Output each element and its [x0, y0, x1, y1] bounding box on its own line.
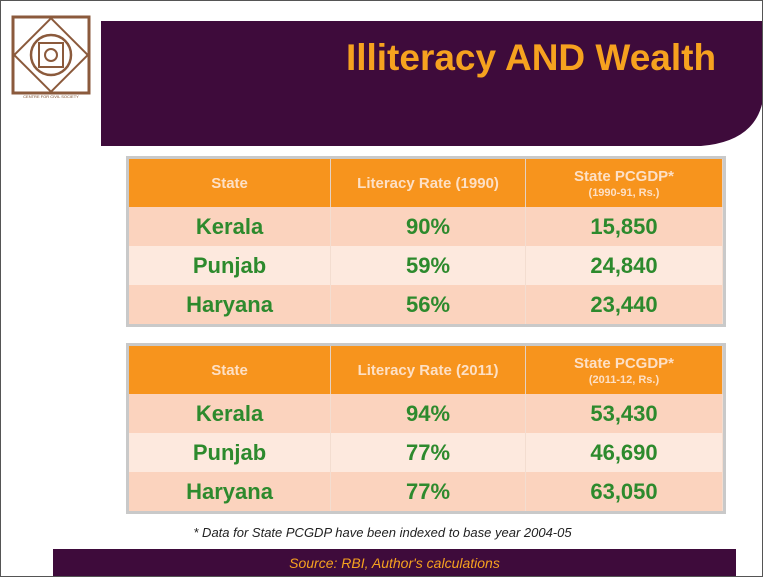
- logo: [11, 15, 91, 95]
- table-cell: Kerala: [129, 207, 332, 246]
- table-cell: 46,690: [525, 433, 723, 472]
- header-row: State Literacy Rate (1990) State PCGDP* (19…: [129, 159, 723, 207]
- header-cell: Literacy Rate (1990): [330, 159, 526, 207]
- table-cell: 56%: [330, 285, 526, 324]
- banner-curve: [101, 21, 762, 146]
- table-row: Punjab 59% 24,840: [129, 246, 723, 285]
- header-note: (2011-12, Rs.): [588, 373, 660, 386]
- table-cell: Kerala: [129, 394, 332, 433]
- header-text: Literacy Rate (2011): [357, 361, 499, 379]
- table-cell: Punjab: [129, 246, 332, 285]
- header-text: State: [211, 361, 248, 379]
- table-cell: Haryana: [129, 472, 332, 511]
- header-cell: State: [129, 159, 332, 207]
- logo-caption: CENTRE FOR CIVIL SOCIETY: [23, 94, 79, 99]
- table-row: Haryana 56% 23,440: [129, 285, 723, 324]
- table-cell: Punjab: [129, 433, 332, 472]
- table-cell: 77%: [330, 472, 526, 511]
- table-row: Punjab 77% 46,690: [129, 433, 723, 472]
- header-text: Literacy Rate (1990): [357, 174, 499, 192]
- header-cell: State PCGDP* (2011-12, Rs.): [525, 346, 723, 394]
- header-cell: Literacy Rate (2011): [330, 346, 526, 394]
- data-table: State Literacy Rate (2011) State PCGDP* (20…: [129, 346, 723, 511]
- header-text: State PCGDP*: [573, 167, 675, 185]
- table-cell: 90%: [330, 207, 526, 246]
- table-row: Haryana 77% 63,050: [129, 472, 723, 511]
- table-cell: 24,840: [525, 246, 723, 285]
- table-cell: 15,850: [525, 207, 723, 246]
- table-cell: 53,430: [525, 394, 723, 433]
- table-cell: 94%: [330, 394, 526, 433]
- data-table: State Literacy Rate (1990) State PCGDP* (19…: [129, 159, 723, 324]
- source-bar: Source: RBI, Author's calculations: [53, 549, 736, 576]
- footnote: * Data for State PCGDP have been indexed…: [193, 525, 572, 540]
- header-text: State: [211, 174, 248, 192]
- header-cell: State PCGDP* (1990-91, Rs.): [525, 159, 723, 207]
- table-cell: 59%: [330, 246, 526, 285]
- header-note: (1990-91, Rs.): [588, 186, 660, 199]
- slide-title: Illiteracy AND Wealth: [345, 37, 717, 78]
- header-row: State Literacy Rate (2011) State PCGDP* (20…: [129, 346, 723, 394]
- table-row: Kerala 90% 15,850: [129, 207, 723, 246]
- table-cell: Haryana: [129, 285, 332, 324]
- table-row: Kerala 94% 53,430: [129, 394, 723, 433]
- table-cell: 77%: [330, 433, 526, 472]
- table-cell: 63,050: [525, 472, 723, 511]
- header-cell: State: [129, 346, 332, 394]
- header-text: State PCGDP*: [573, 354, 675, 372]
- table-cell: 23,440: [525, 285, 723, 324]
